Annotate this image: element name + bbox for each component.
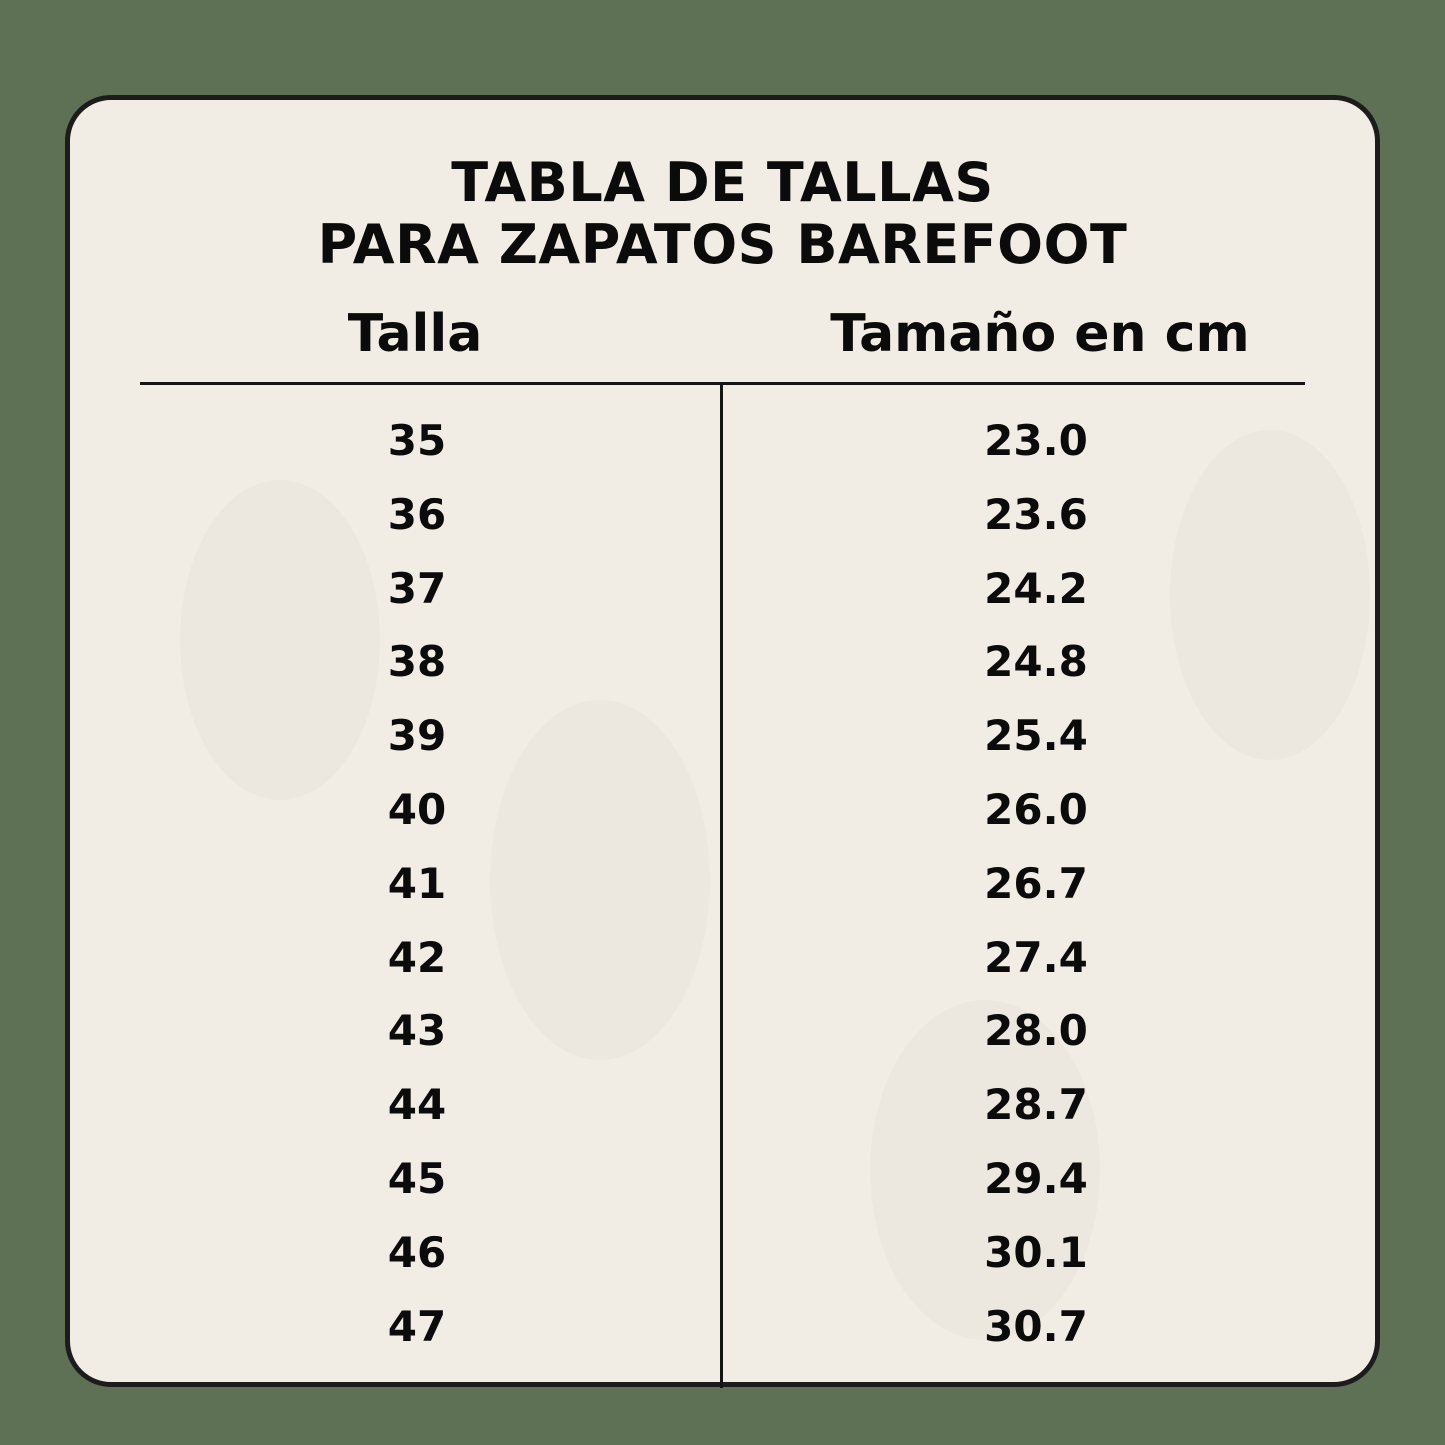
table-cell-length: 30.1 xyxy=(984,1227,1088,1277)
table-cell-size: 36 xyxy=(387,489,447,539)
table-cell-size: 35 xyxy=(387,416,447,465)
table-cell-length: 26.7 xyxy=(984,858,1088,908)
table-cell-length: 29.4 xyxy=(984,1154,1088,1203)
column-header-size: Talla xyxy=(347,304,483,364)
table-cell-size: 43 xyxy=(387,1006,447,1056)
table-cell-length: 27.4 xyxy=(984,932,1088,982)
table-cell-size: 38 xyxy=(387,637,447,687)
table-cell-size: 45 xyxy=(387,1154,447,1203)
table-cell-length: 23.0 xyxy=(984,416,1088,465)
table-cell-length: 24.2 xyxy=(984,563,1088,613)
table-cell-size: 39 xyxy=(387,711,447,761)
title-line-1: TABLA DE TALLAS xyxy=(451,151,994,214)
title-line-2: PARA ZAPATOS BAREFOOT xyxy=(317,213,1128,276)
table-cell-length: 26.0 xyxy=(984,785,1088,834)
table-cell-size: 42 xyxy=(387,932,447,982)
column-header-length-cm: Tamaño en cm xyxy=(830,304,1250,364)
table-cell-length: 24.8 xyxy=(984,637,1088,687)
table-cell-size: 40 xyxy=(387,785,447,834)
table-cell-size: 46 xyxy=(387,1227,447,1277)
table-cell-size: 37 xyxy=(387,563,447,613)
footprint-watermark xyxy=(490,700,710,1060)
column-divider xyxy=(720,384,723,1388)
table-cell-size: 47 xyxy=(387,1301,447,1351)
footprint-watermark xyxy=(1170,430,1370,760)
table-cell-length: 30.7 xyxy=(984,1301,1088,1351)
table-cell-length: 28.0 xyxy=(984,1006,1088,1056)
table-cell-length: 28.7 xyxy=(984,1080,1088,1130)
table-cell-size: 41 xyxy=(387,858,447,908)
table-cell-length: 23.6 xyxy=(984,489,1088,539)
header-divider xyxy=(140,382,1305,385)
table-cell-length: 25.4 xyxy=(984,711,1088,761)
table-cell-size: 44 xyxy=(387,1080,447,1130)
